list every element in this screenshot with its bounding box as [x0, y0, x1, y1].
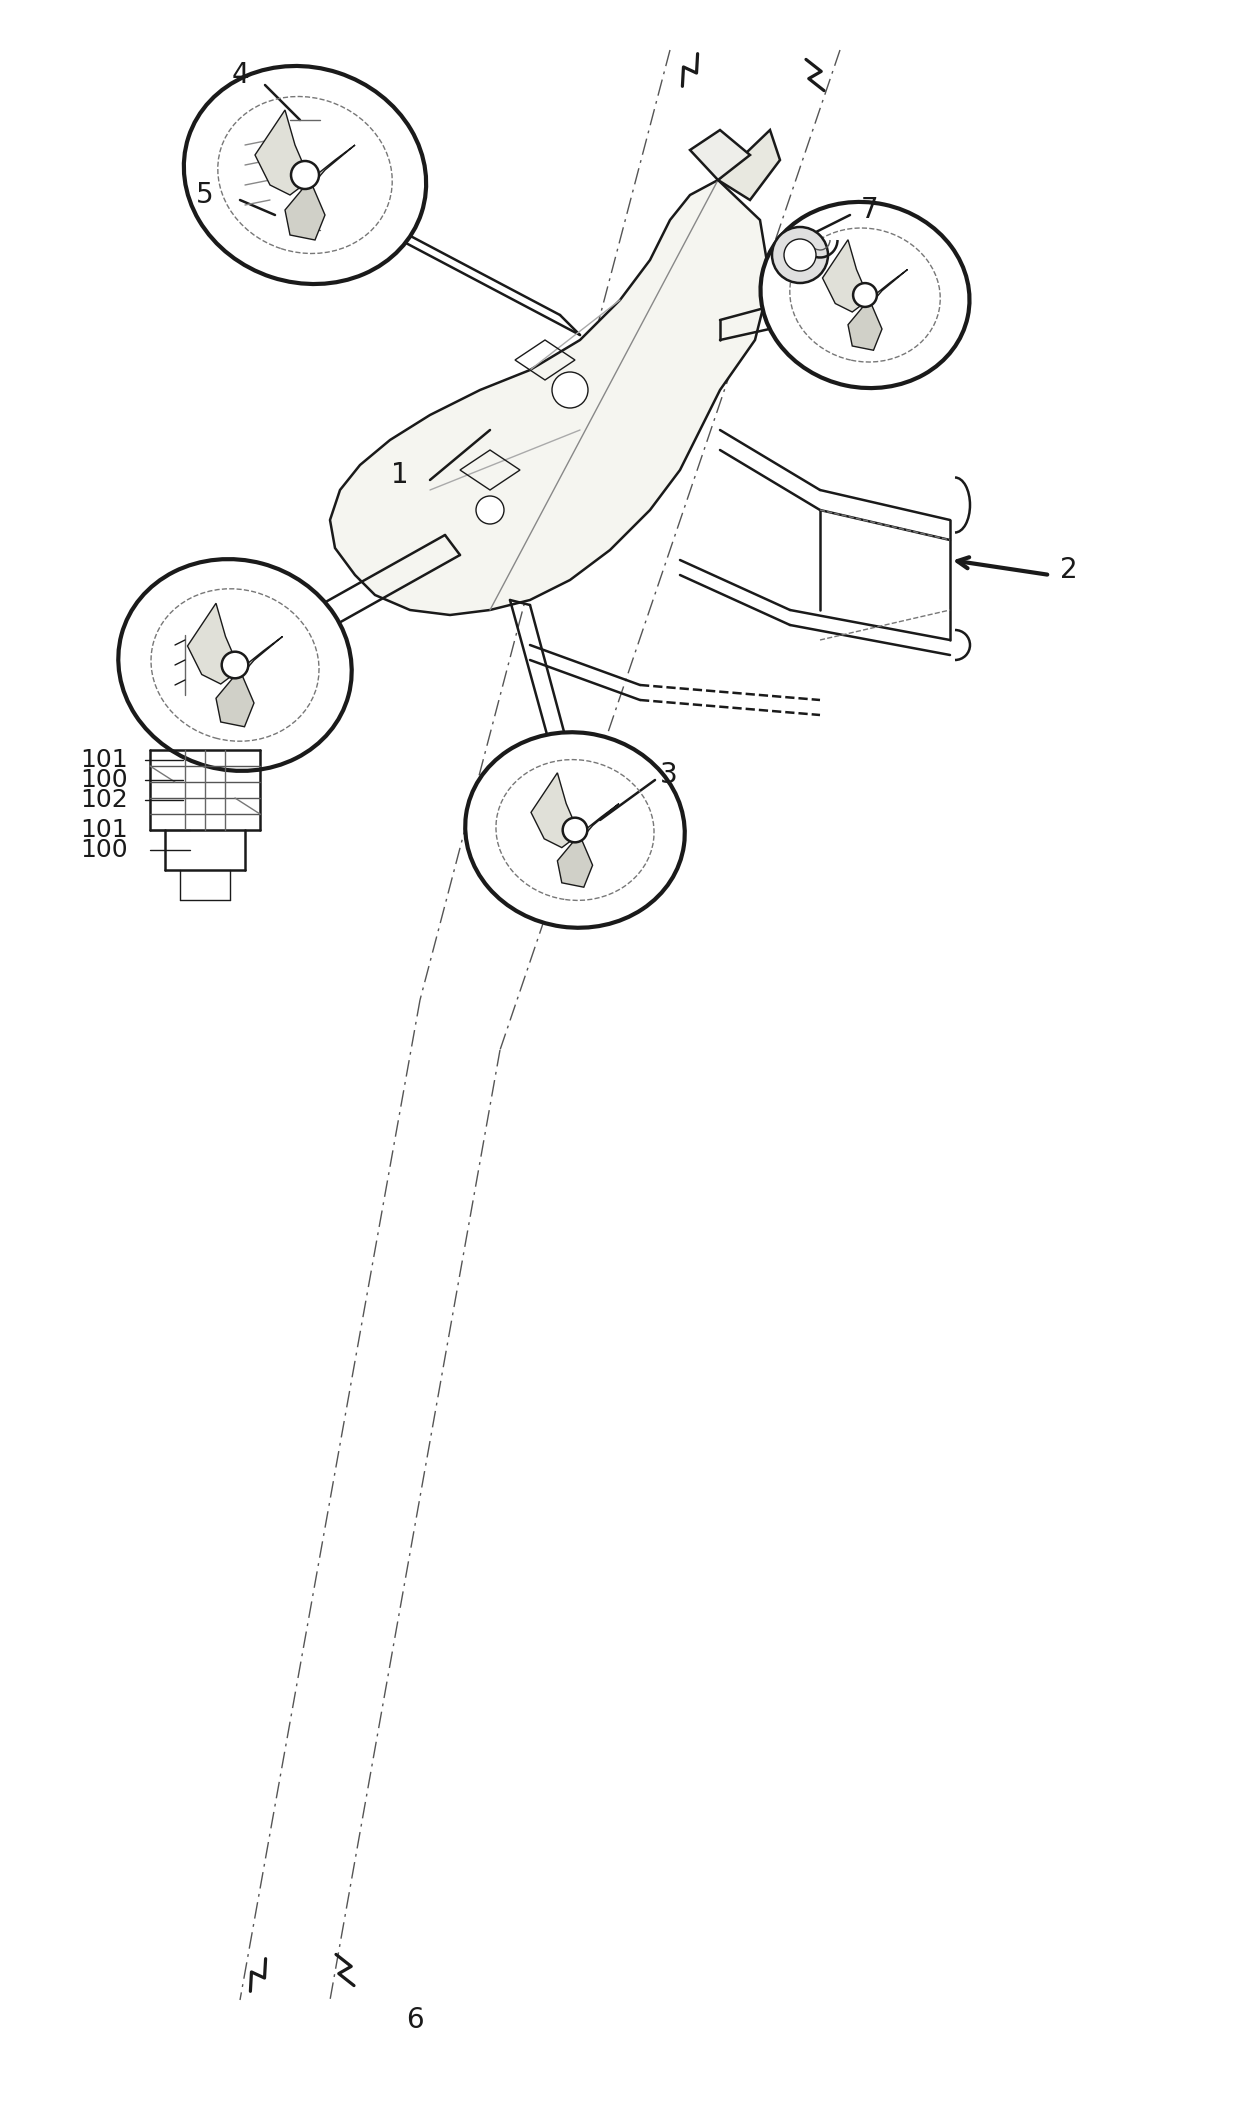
Circle shape: [784, 240, 816, 271]
Polygon shape: [531, 772, 579, 848]
Ellipse shape: [465, 732, 684, 927]
Text: 5: 5: [196, 181, 213, 208]
Text: 3: 3: [660, 761, 678, 789]
Text: 100: 100: [81, 768, 128, 793]
Polygon shape: [689, 130, 750, 181]
Polygon shape: [822, 240, 869, 311]
Polygon shape: [255, 109, 310, 196]
Circle shape: [222, 652, 248, 679]
Polygon shape: [285, 181, 325, 240]
Polygon shape: [330, 181, 770, 614]
Text: 100: 100: [81, 837, 128, 862]
Ellipse shape: [760, 202, 970, 389]
Ellipse shape: [118, 559, 352, 772]
Circle shape: [476, 496, 503, 524]
Text: 4: 4: [231, 61, 249, 88]
Text: 7: 7: [862, 196, 879, 225]
Circle shape: [563, 818, 588, 843]
Polygon shape: [718, 130, 780, 200]
Circle shape: [773, 227, 828, 284]
Polygon shape: [558, 835, 593, 887]
Polygon shape: [848, 299, 882, 351]
Circle shape: [291, 162, 319, 189]
Text: 102: 102: [81, 789, 128, 812]
Text: 101: 101: [81, 749, 128, 772]
Polygon shape: [567, 803, 619, 856]
Polygon shape: [187, 604, 239, 683]
Ellipse shape: [184, 65, 427, 284]
Text: 6: 6: [407, 2006, 424, 2034]
Text: 101: 101: [81, 818, 128, 841]
Polygon shape: [857, 269, 908, 320]
Polygon shape: [216, 669, 254, 728]
Text: 1: 1: [391, 461, 409, 490]
Text: 2: 2: [1060, 555, 1078, 585]
Circle shape: [552, 372, 588, 408]
Polygon shape: [295, 145, 355, 204]
Polygon shape: [226, 637, 283, 694]
Circle shape: [853, 284, 877, 307]
